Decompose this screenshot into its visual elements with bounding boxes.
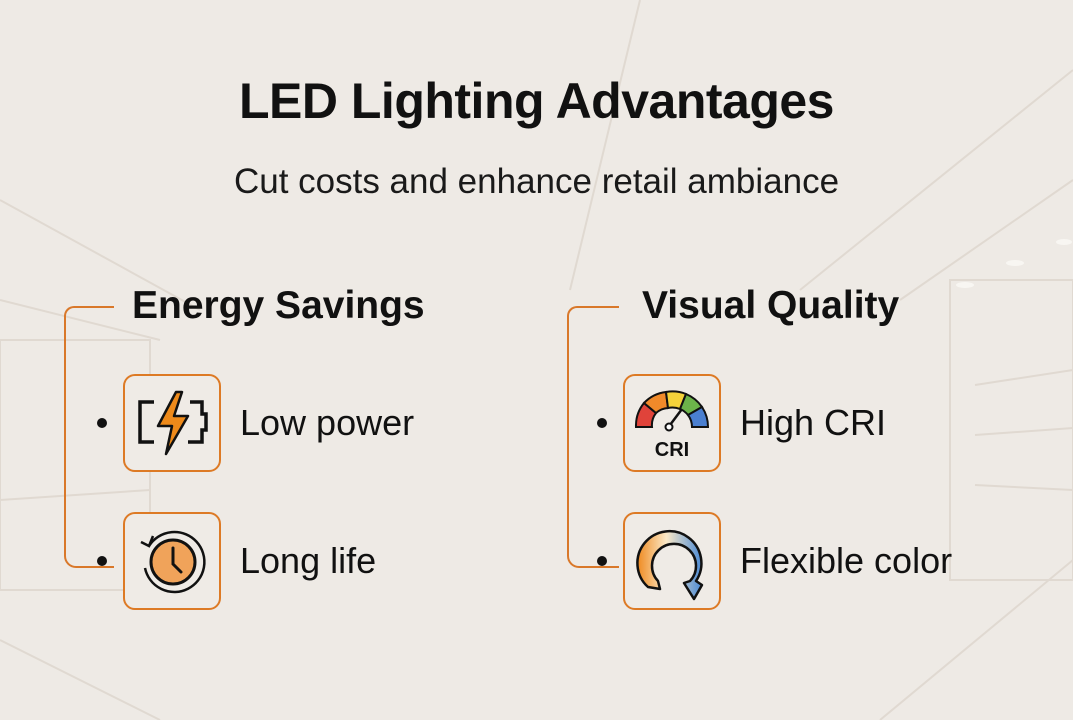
bullet xyxy=(597,556,607,566)
bullet xyxy=(97,418,107,428)
color-cycle-icon xyxy=(623,512,721,610)
item-label: Low power xyxy=(240,402,415,443)
list-item-long-life: Long life xyxy=(97,512,376,610)
list-item-low-power: Low power xyxy=(97,374,414,472)
clock-cycle-icon xyxy=(123,512,221,610)
bullet xyxy=(97,556,107,566)
battery-lightning-icon xyxy=(123,374,221,472)
cri-icon-text: CRI xyxy=(655,439,689,461)
bullet xyxy=(597,418,607,428)
list-item-high-cri: CRI High CRI xyxy=(597,374,886,472)
page-title: LED Lighting Advantages xyxy=(239,73,835,129)
item-label: Flexible color xyxy=(740,540,953,581)
cri-gauge-icon: CRI xyxy=(623,374,721,472)
item-label: High CRI xyxy=(740,402,887,443)
list-item-flexible-color: Flexible color xyxy=(597,512,952,610)
item-label: Long life xyxy=(240,540,377,581)
section-heading-visual-quality: Visual Quality xyxy=(642,284,900,327)
visual-quality-bracket xyxy=(567,306,619,568)
energy-savings-bracket xyxy=(64,306,114,568)
page-subtitle: Cut costs and enhance retail ambiance xyxy=(233,162,840,201)
section-heading-energy-savings: Energy Savings xyxy=(132,284,425,327)
